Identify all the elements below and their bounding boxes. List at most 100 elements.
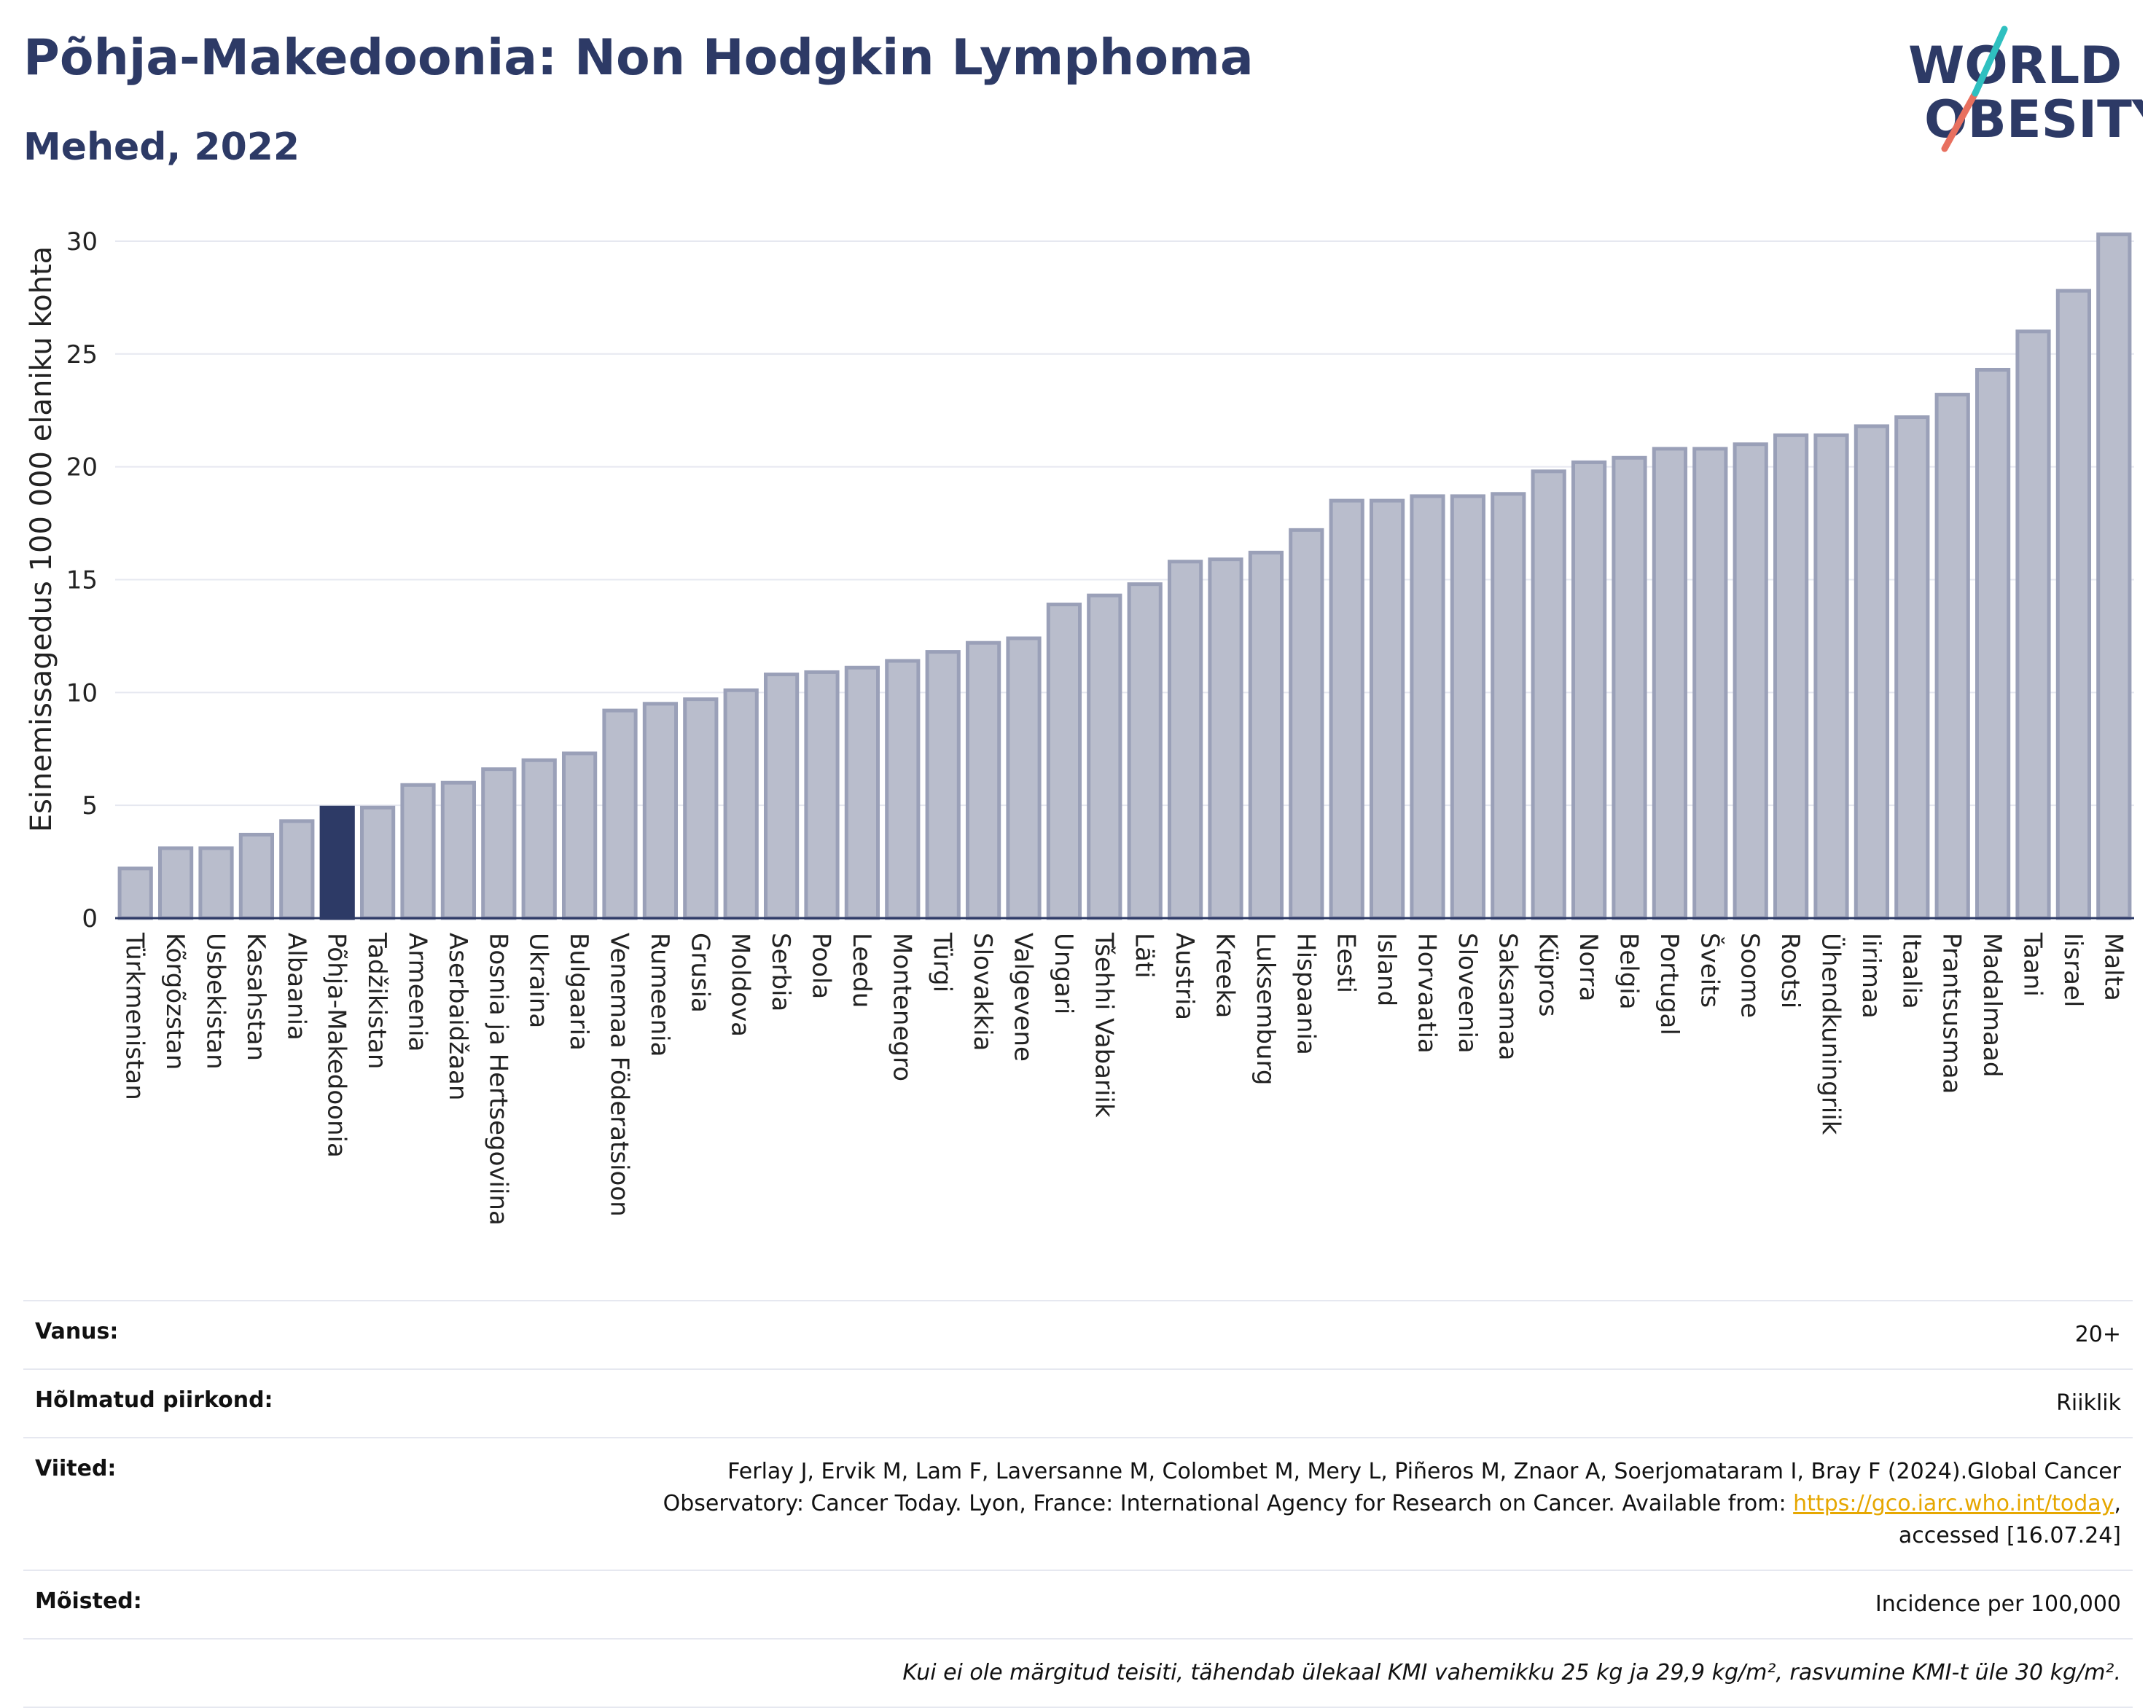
- references-text: Ferlay J, Ervik M, Lam F, Laversanne M, …: [663, 1459, 2121, 1516]
- bar: [1854, 424, 1890, 920]
- bar: [1087, 593, 1122, 920]
- bar: [844, 665, 880, 920]
- world-obesity-logo: WORLD OBESITY: [1908, 26, 2143, 152]
- bar: [157, 846, 194, 920]
- region-label: Hõlmatud piirkond:: [35, 1387, 273, 1413]
- x-tick-label: Türgi: [928, 932, 957, 992]
- age-label: Vanus:: [35, 1319, 119, 1344]
- bar: [1652, 447, 1688, 920]
- x-tick-label: Montenegro: [887, 933, 916, 1081]
- x-tick-label: Tšehhi Vabariik: [1089, 932, 1118, 1118]
- bar: [683, 697, 719, 920]
- x-tick-label: Tadžikistan: [362, 932, 391, 1069]
- x-tick-label: Saksamaa: [1493, 933, 1522, 1060]
- x-tick-label: Rootsi: [1776, 933, 1805, 1008]
- info-row-note: Kui ei ole märgitud teisiti, tähendab ül…: [23, 1638, 2133, 1708]
- y-tick-label: 30: [66, 227, 98, 256]
- x-tick-label: Portugal: [1655, 933, 1684, 1035]
- bar: [2015, 329, 2051, 920]
- info-row-definitions: Mõisted: Incidence per 100,000: [23, 1570, 2133, 1638]
- bar: [1167, 560, 1203, 920]
- info-table: Vanus: 20+ Hõlmatud piirkond: Riiklik Vi…: [23, 1300, 2133, 1708]
- y-tick-label: 10: [66, 678, 98, 708]
- bar: [763, 673, 800, 920]
- logo-slash-teal: [1972, 26, 2008, 97]
- bar: [1329, 498, 1364, 920]
- y-tick-label: 15: [66, 565, 98, 595]
- bar: [1571, 460, 1607, 920]
- info-row-age: Vanus: 20+: [23, 1300, 2133, 1368]
- bar: [925, 650, 961, 920]
- bar-highlighted: [319, 805, 355, 920]
- x-tick-label: Belgia: [1614, 933, 1644, 1010]
- bar: [965, 640, 1001, 920]
- x-tick-label: Rumeenia: [645, 933, 674, 1057]
- x-tick-label: Albaania: [281, 933, 310, 1041]
- references-label: Viited:: [35, 1456, 117, 1481]
- definitions-value: Incidence per 100,000: [1875, 1591, 2121, 1617]
- bar: [885, 659, 921, 920]
- age-value: 20+: [2074, 1322, 2121, 1347]
- x-tick-label: Malta: [2098, 933, 2128, 1001]
- bar: [602, 708, 638, 920]
- x-tick-label: Moldova: [726, 933, 755, 1037]
- chart-subtitle: Mehed, 2022: [23, 125, 300, 169]
- bar: [1450, 494, 1486, 920]
- x-tick-label: Itaalia: [1897, 933, 1926, 1009]
- bar: [1289, 528, 1324, 920]
- bar: [642, 702, 679, 920]
- x-tick-label: Serbia: [766, 933, 795, 1011]
- bar: [1531, 469, 1566, 920]
- x-tick-label: Küpros: [1534, 933, 1563, 1016]
- x-tick-label: Usbekistan: [201, 933, 230, 1070]
- x-tick-label: Sloveenia: [1453, 933, 1482, 1054]
- x-tick-label: Poola: [807, 933, 836, 999]
- x-tick-label: Bosnia ja Hertsegoviina: [483, 933, 512, 1226]
- x-tick-label: Ukraina: [524, 933, 553, 1028]
- bar: [198, 846, 234, 920]
- bar: [1934, 393, 1970, 920]
- bmi-note: Kui ei ole märgitud teisiti, tähendab ül…: [902, 1660, 2121, 1685]
- references-value: Ferlay J, Ervik M, Lam F, Laversanne M, …: [590, 1456, 2121, 1552]
- references-link[interactable]: https://gco.iarc.who.int/today: [1793, 1491, 2114, 1516]
- bar: [521, 758, 557, 920]
- bar: [1975, 367, 2011, 920]
- bar: [1692, 447, 1728, 920]
- x-tick-label: Türkmenistan: [120, 932, 149, 1100]
- x-tick-label: Taani: [2018, 932, 2047, 997]
- bars: [117, 232, 2132, 920]
- y-tick-label: 5: [82, 791, 98, 820]
- bar: [279, 819, 315, 920]
- bar: [804, 670, 840, 920]
- bar: [1046, 603, 1082, 920]
- bar: [1410, 494, 1445, 920]
- x-tick-label: Šveits: [1695, 933, 1725, 1008]
- x-tick-label: Prantsusmaa: [1937, 933, 1966, 1094]
- logo-text-world: WORLD: [1908, 36, 2122, 95]
- x-tick-label: Kõrgõzstan: [160, 933, 190, 1070]
- bar: [400, 783, 436, 920]
- chart-title: Põhja-Makedoonia: Non Hodgkin Lymphoma: [23, 29, 1254, 87]
- x-tick-label: Ühendkuningriik: [1816, 933, 1846, 1135]
- x-tick-label: Valgevene: [1009, 933, 1038, 1062]
- x-tick-label: Grusia: [685, 933, 714, 1013]
- x-tick-label: Bulgaaria: [564, 933, 593, 1051]
- x-axis-labels: Türkmenistan Kõrgõzstan Usbekistan Kasahsta…: [120, 932, 2128, 1226]
- x-tick-label: Venemaa Föderatsioon: [605, 933, 634, 1217]
- bar: [2096, 232, 2132, 920]
- x-tick-label: Iirimaa: [1856, 933, 1886, 1019]
- y-axis-label: Esinemissagedus 100 000 elaniku kohta: [25, 246, 58, 832]
- x-tick-label: Kasahstan: [241, 933, 270, 1061]
- x-tick-label: Kreeka: [1211, 933, 1240, 1018]
- bar: [1006, 636, 1042, 920]
- info-row-references: Viited: Ferlay J, Ervik M, Lam F, Lavers…: [23, 1437, 2133, 1570]
- region-value: Riiklik: [2056, 1390, 2121, 1416]
- x-tick-label: Iisrael: [2058, 933, 2087, 1007]
- bar: [1248, 550, 1284, 920]
- bar: [1208, 557, 1243, 920]
- bar: [1491, 492, 1526, 920]
- logo-slash-red: [1941, 90, 1979, 152]
- y-tick-label: 0: [82, 904, 98, 933]
- y-tick-label: 25: [66, 340, 98, 369]
- x-tick-label: Läti: [1130, 933, 1159, 979]
